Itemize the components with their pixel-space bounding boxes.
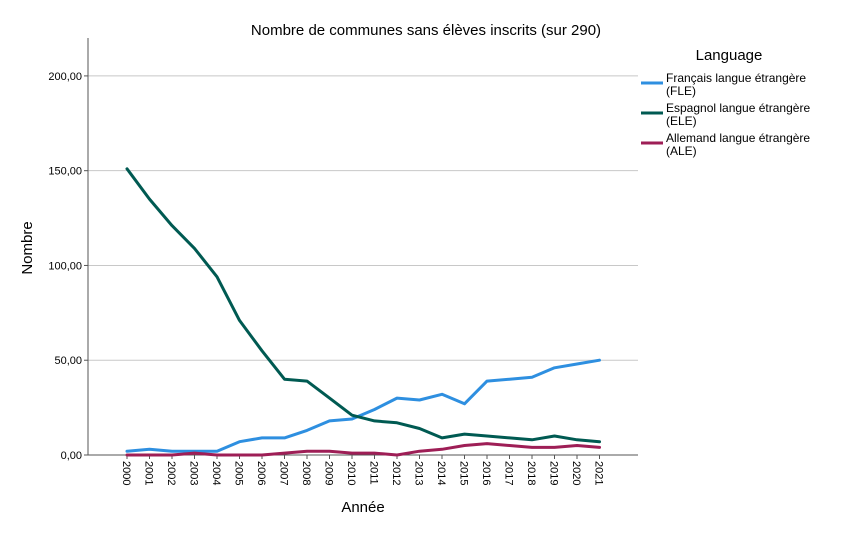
legend-label-line: Allemand langue étrangère [666, 131, 810, 145]
x-tick-label: 2021 [593, 461, 605, 485]
x-tick-label: 2010 [345, 461, 357, 485]
axes: 0,00 50,00 100,00 150,00 200,00 2000 2001 2002 2… [48, 38, 638, 485]
y-tick-label: 100,00 [48, 260, 82, 272]
legend-label: Espagnol langue étrangère (ELE) [666, 101, 810, 128]
x-tick-label: 2018 [525, 461, 537, 485]
x-tick-label: 2006 [255, 461, 267, 485]
legend: Language Français langue étrangère (FLE) Es… [641, 47, 810, 158]
x-tick-label: 2007 [278, 461, 290, 485]
series-line [125, 442, 601, 457]
x-tick-label: 2020 [570, 461, 582, 485]
x-tick-label: 2004 [210, 461, 222, 485]
x-tick-label: 2002 [165, 461, 177, 485]
x-tick-label: 2008 [300, 461, 312, 485]
x-tick-label: 2013 [413, 461, 425, 485]
legend-label-line: Espagnol langue étrangère [666, 101, 810, 115]
legend-title: Language [696, 47, 763, 64]
x-tick-label: 2015 [458, 461, 470, 485]
series-line [125, 358, 601, 453]
gridlines [88, 75, 638, 361]
legend-label-line: Français langue étrangère [666, 71, 806, 85]
x-tick-label: 2019 [548, 461, 560, 485]
legend-label-line: (ALE) [666, 144, 697, 158]
x-tick-label: 2009 [323, 461, 335, 485]
x-tick-label: 2000 [120, 461, 132, 485]
x-tick-label: 2012 [390, 461, 402, 485]
y-tick-label: 150,00 [48, 166, 82, 178]
legend-label: Français langue étrangère (FLE) [666, 71, 806, 98]
x-tick-label: 2014 [435, 461, 447, 485]
chart-title: Nombre de communes sans élèves inscrits … [251, 22, 601, 39]
series-line [125, 167, 601, 444]
series-lines [125, 167, 601, 457]
x-tick-label: 2017 [503, 461, 515, 485]
legend-label: Allemand langue étrangère (ALE) [666, 131, 810, 158]
x-tick-label: 2005 [233, 461, 245, 485]
y-tick-label: 200,00 [48, 71, 82, 83]
x-tick-label: 2016 [480, 461, 492, 485]
legend-label-line: (ELE) [666, 114, 697, 128]
y-tick-label: 50,00 [54, 355, 82, 367]
y-axis-title: Nombre [19, 221, 36, 274]
x-tick-label: 2011 [368, 461, 380, 485]
x-tick-label: 2001 [143, 461, 155, 485]
y-tick-label: 0,00 [61, 450, 82, 462]
legend-label-line: (FLE) [666, 84, 696, 98]
x-tick-label: 2003 [188, 461, 200, 485]
x-axis-title: Année [341, 499, 384, 516]
